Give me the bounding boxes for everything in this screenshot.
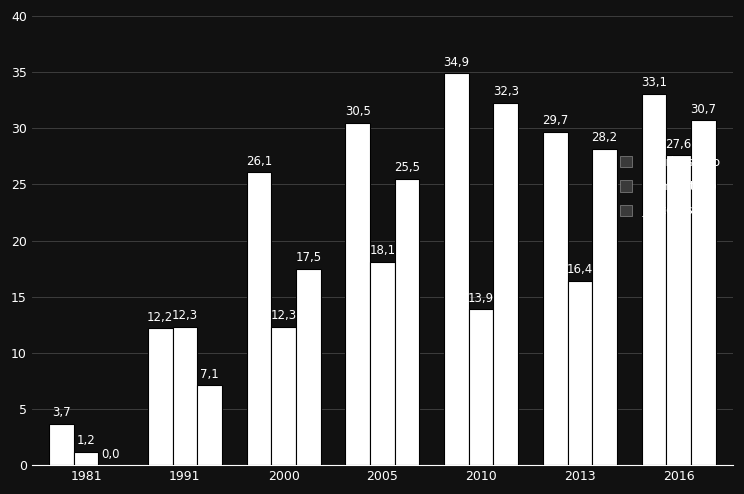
- Bar: [370, 262, 395, 465]
- Bar: [197, 385, 222, 465]
- Bar: [148, 328, 173, 465]
- Bar: [246, 172, 272, 465]
- Text: 27,6: 27,6: [665, 138, 692, 151]
- Text: 32,3: 32,3: [493, 85, 519, 98]
- Text: 17,5: 17,5: [295, 251, 321, 264]
- Text: 30,7: 30,7: [690, 103, 716, 116]
- Text: 26,1: 26,1: [246, 155, 272, 167]
- Bar: [345, 123, 370, 465]
- Text: 12,3: 12,3: [172, 310, 198, 323]
- Text: 18,1: 18,1: [369, 245, 395, 257]
- Text: 28,2: 28,2: [591, 131, 618, 144]
- Text: 12,3: 12,3: [271, 310, 297, 323]
- Text: 1,2: 1,2: [77, 434, 95, 447]
- Bar: [444, 73, 469, 465]
- Legend: Suoritustaso, Esimiestaso, Johtotaso: Suoritustaso, Esimiestaso, Johtotaso: [614, 150, 727, 224]
- Bar: [74, 452, 98, 465]
- Bar: [49, 423, 74, 465]
- Bar: [543, 132, 568, 465]
- Text: 30,5: 30,5: [344, 105, 371, 118]
- Bar: [691, 121, 716, 465]
- Text: 29,7: 29,7: [542, 114, 568, 127]
- Bar: [493, 103, 518, 465]
- Text: 33,1: 33,1: [641, 76, 667, 89]
- Text: 34,9: 34,9: [443, 56, 469, 69]
- Bar: [272, 327, 296, 465]
- Bar: [592, 149, 617, 465]
- Text: 7,1: 7,1: [200, 368, 219, 381]
- Text: 13,9: 13,9: [468, 291, 494, 304]
- Bar: [296, 269, 321, 465]
- Bar: [568, 281, 592, 465]
- Bar: [641, 93, 666, 465]
- Text: 16,4: 16,4: [567, 263, 593, 277]
- Text: 0,0: 0,0: [102, 448, 120, 460]
- Bar: [395, 179, 420, 465]
- Text: 25,5: 25,5: [394, 162, 420, 174]
- Bar: [469, 309, 493, 465]
- Bar: [666, 155, 691, 465]
- Bar: [173, 327, 197, 465]
- Text: 3,7: 3,7: [52, 406, 71, 419]
- Text: 12,2: 12,2: [147, 311, 173, 324]
